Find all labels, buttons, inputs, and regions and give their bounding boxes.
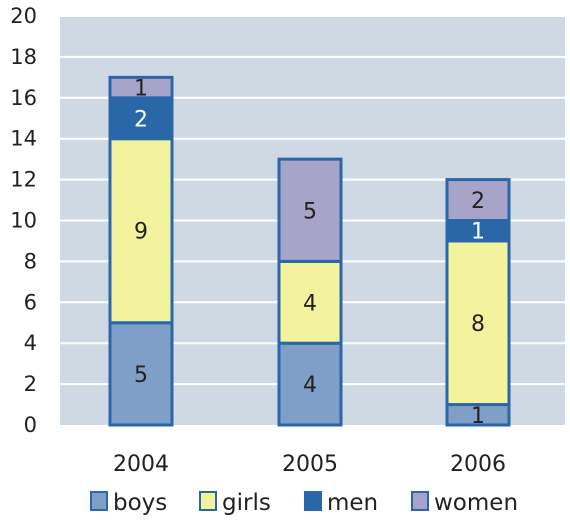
y-tick-label: 18 bbox=[10, 45, 37, 69]
y-tick-label: 6 bbox=[24, 290, 37, 314]
x-tick-label: 2005 bbox=[282, 452, 338, 477]
data-label-girls-2006: 8 bbox=[471, 312, 485, 337]
legend-swatch-women bbox=[411, 491, 429, 511]
y-tick-label: 10 bbox=[10, 209, 37, 233]
x-tick-label: 2004 bbox=[113, 452, 169, 477]
data-label-boys-2005: 4 bbox=[303, 373, 317, 398]
legend-label-men: men bbox=[327, 490, 378, 516]
data-label-men-2004: 2 bbox=[134, 107, 148, 132]
bar-segment-girls-2006 bbox=[445, 239, 511, 407]
data-label-women-2005: 5 bbox=[303, 199, 317, 224]
data-label-boys-2006: 1 bbox=[471, 404, 485, 429]
bar-segment-boys-2004 bbox=[108, 321, 174, 427]
y-tick-label: 14 bbox=[10, 127, 37, 151]
data-label-girls-2005: 4 bbox=[303, 291, 317, 316]
y-tick-label: 16 bbox=[10, 86, 37, 110]
data-label-girls-2004: 9 bbox=[134, 220, 148, 245]
bar-segment-girls-2004 bbox=[108, 137, 174, 325]
legend-label-girls: girls bbox=[222, 490, 271, 516]
y-tick-label: 2 bbox=[24, 372, 37, 396]
bar-segment-women-2005 bbox=[277, 157, 343, 263]
y-tick-label: 4 bbox=[24, 331, 37, 355]
data-label-women-2006: 2 bbox=[471, 189, 485, 214]
legend-swatch-men bbox=[304, 491, 322, 511]
data-label-men-2006: 1 bbox=[471, 220, 485, 245]
data-label-boys-2004: 5 bbox=[134, 363, 148, 388]
y-tick-label: 12 bbox=[10, 168, 37, 192]
legend-swatch-boys bbox=[90, 491, 108, 511]
legend-swatch-girls bbox=[199, 491, 217, 511]
x-tick-label: 2006 bbox=[450, 452, 506, 477]
bar-segment-women-2004 bbox=[108, 75, 174, 100]
y-tick-label: 0 bbox=[24, 413, 37, 437]
legend-label-boys: boys bbox=[113, 490, 167, 516]
y-tick-label: 8 bbox=[24, 249, 37, 273]
bar-segment-boys-2005 bbox=[277, 341, 343, 427]
y-tick-label: 20 bbox=[10, 4, 37, 28]
legend-label-women: women bbox=[434, 490, 518, 516]
bar-segment-women-2006 bbox=[445, 178, 511, 223]
data-label-women-2004: 1 bbox=[134, 77, 148, 102]
bar-segment-men-2004 bbox=[108, 96, 174, 141]
